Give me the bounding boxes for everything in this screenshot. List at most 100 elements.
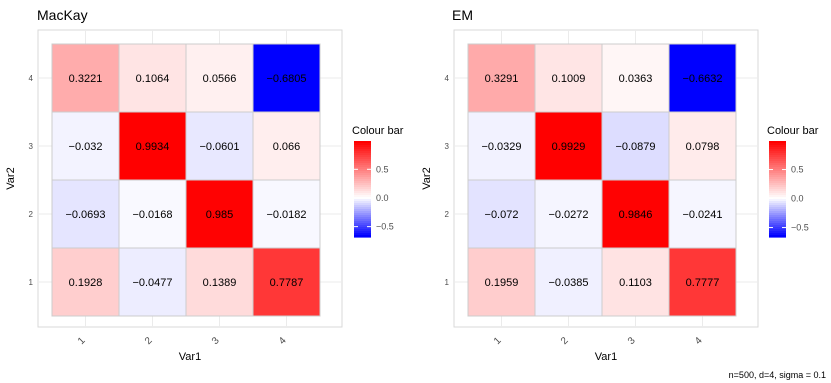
colour-bar-segment [769, 169, 786, 172]
y-tick-label: 1 [445, 278, 450, 287]
colour-bar-segment [769, 145, 786, 148]
colour-bar-segment [354, 163, 371, 166]
cell-value-label: 0.3291 [485, 73, 519, 85]
colour-bar-segment [354, 229, 371, 232]
colour-bar-segment [769, 205, 786, 208]
x-tick-label: 2 [559, 335, 571, 347]
legend-title: Colour bar [767, 125, 819, 137]
colour-bar-segment [354, 157, 371, 160]
heatmap-cell [252, 43, 321, 113]
colour-bar-segment [354, 217, 371, 220]
colour-bar-label: 0.5 [376, 164, 389, 174]
colour-bar-segment [354, 145, 371, 148]
cell-value-label: 0.985 [206, 209, 234, 221]
colour-bar-segment [354, 179, 371, 182]
cell-value-label: 0.066 [273, 141, 301, 153]
cell-value-label: 0.1389 [203, 277, 237, 289]
y-tick-label: 2 [445, 210, 450, 219]
colour-bar-segment [769, 235, 786, 238]
cell-value-label: 0.1959 [485, 277, 519, 289]
cell-value-label: 0.9846 [619, 209, 653, 221]
legend-title: Colour bar [352, 125, 404, 137]
cell-value-label: −0.0241 [682, 209, 722, 221]
colour-bar-segment [769, 157, 786, 160]
heatmap-cell [118, 111, 187, 181]
heatmap-cell [252, 247, 321, 317]
colour-bar-segment [769, 167, 786, 170]
colour-bar-segment [354, 225, 371, 228]
colour-bar-label: 0.0 [376, 193, 389, 203]
cell-value-label: −0.0601 [199, 141, 239, 153]
cell-value-label: −0.6632 [682, 73, 722, 85]
cell-value-label: −0.0182 [266, 209, 306, 221]
colour-bar-segment [354, 155, 371, 158]
x-tick-label: 3 [210, 335, 222, 347]
cell-value-label: 0.0363 [619, 73, 653, 85]
y-tick-label: 4 [29, 74, 34, 83]
colour-bar-segment [769, 201, 786, 204]
cell-value-label: −0.072 [485, 209, 519, 221]
colour-bar-segment [354, 219, 371, 222]
colour-bar-segment [769, 149, 786, 152]
colour-bar-segment [354, 191, 371, 194]
heatmap-cell [534, 179, 603, 249]
colour-bar-segment [354, 207, 371, 210]
y-tick-label: 1 [29, 278, 34, 287]
cell-value-label: −0.0693 [65, 209, 105, 221]
cell-value-label: 0.9934 [136, 141, 170, 153]
colour-bar-segment [769, 229, 786, 232]
colour-bar-segment [354, 153, 371, 156]
colour-bar-segment [769, 191, 786, 194]
colour-bar-segment [769, 181, 786, 184]
cell-value-label: −0.0272 [548, 209, 588, 221]
colour-bar-segment [769, 161, 786, 164]
colour-bar-label: 0.5 [791, 165, 804, 175]
heatmap-cell [668, 111, 737, 181]
colour-bar-segment [354, 187, 371, 190]
y-axis-label: Var2 [421, 167, 433, 189]
colour-bar-segment [354, 223, 371, 226]
colour-bar-segment [354, 167, 371, 170]
colour-bar-segment [769, 219, 786, 222]
x-tick-label: 3 [626, 335, 638, 347]
colour-bar-segment [769, 233, 786, 236]
x-tick-label: 4 [693, 335, 705, 347]
colour-bar-segment [354, 209, 371, 212]
cell-value-label: −0.0879 [615, 141, 655, 153]
colour-bar-label: −0.5 [791, 223, 809, 233]
colour-bar-segment [769, 221, 786, 224]
heatmap-cell [51, 111, 120, 181]
colour-bar-segment [354, 177, 371, 180]
colour-bar-segment [354, 215, 371, 218]
cell-value-label: −0.6805 [266, 73, 306, 85]
colour-bar-segment [769, 171, 786, 174]
heatmap-cell [601, 247, 670, 317]
colour-bar-segment [769, 179, 786, 182]
heatmap-cell [668, 43, 737, 113]
colour-bar-segment [769, 207, 786, 210]
heatmap-cell [51, 247, 120, 317]
colour-bar-segment [354, 227, 371, 230]
colour-bar-segment [354, 165, 371, 168]
colour-bar-segment [769, 173, 786, 176]
colour-bar-segment [354, 173, 371, 176]
cell-value-label: −0.032 [69, 141, 103, 153]
colour-bar-segment [769, 151, 786, 154]
cell-value-label: 0.1009 [552, 73, 586, 85]
x-tick-label: 1 [76, 335, 88, 347]
cell-value-label: 0.9929 [552, 141, 586, 153]
colour-bar-segment [354, 171, 371, 174]
colour-bar-segment [769, 199, 786, 202]
heatmap-cell [51, 43, 120, 113]
colour-bar-segment [769, 185, 786, 188]
colour-bar-segment [354, 189, 371, 192]
colour-bar-segment [769, 225, 786, 228]
cell-value-label: −0.0385 [548, 277, 588, 289]
cell-value-label: −0.0168 [132, 209, 172, 221]
colour-bar-segment [354, 199, 371, 202]
cell-value-label: 0.3221 [69, 73, 103, 85]
colour-bar-segment [769, 215, 786, 218]
heatmap-cell [467, 111, 536, 181]
y-tick-label: 3 [445, 142, 450, 151]
